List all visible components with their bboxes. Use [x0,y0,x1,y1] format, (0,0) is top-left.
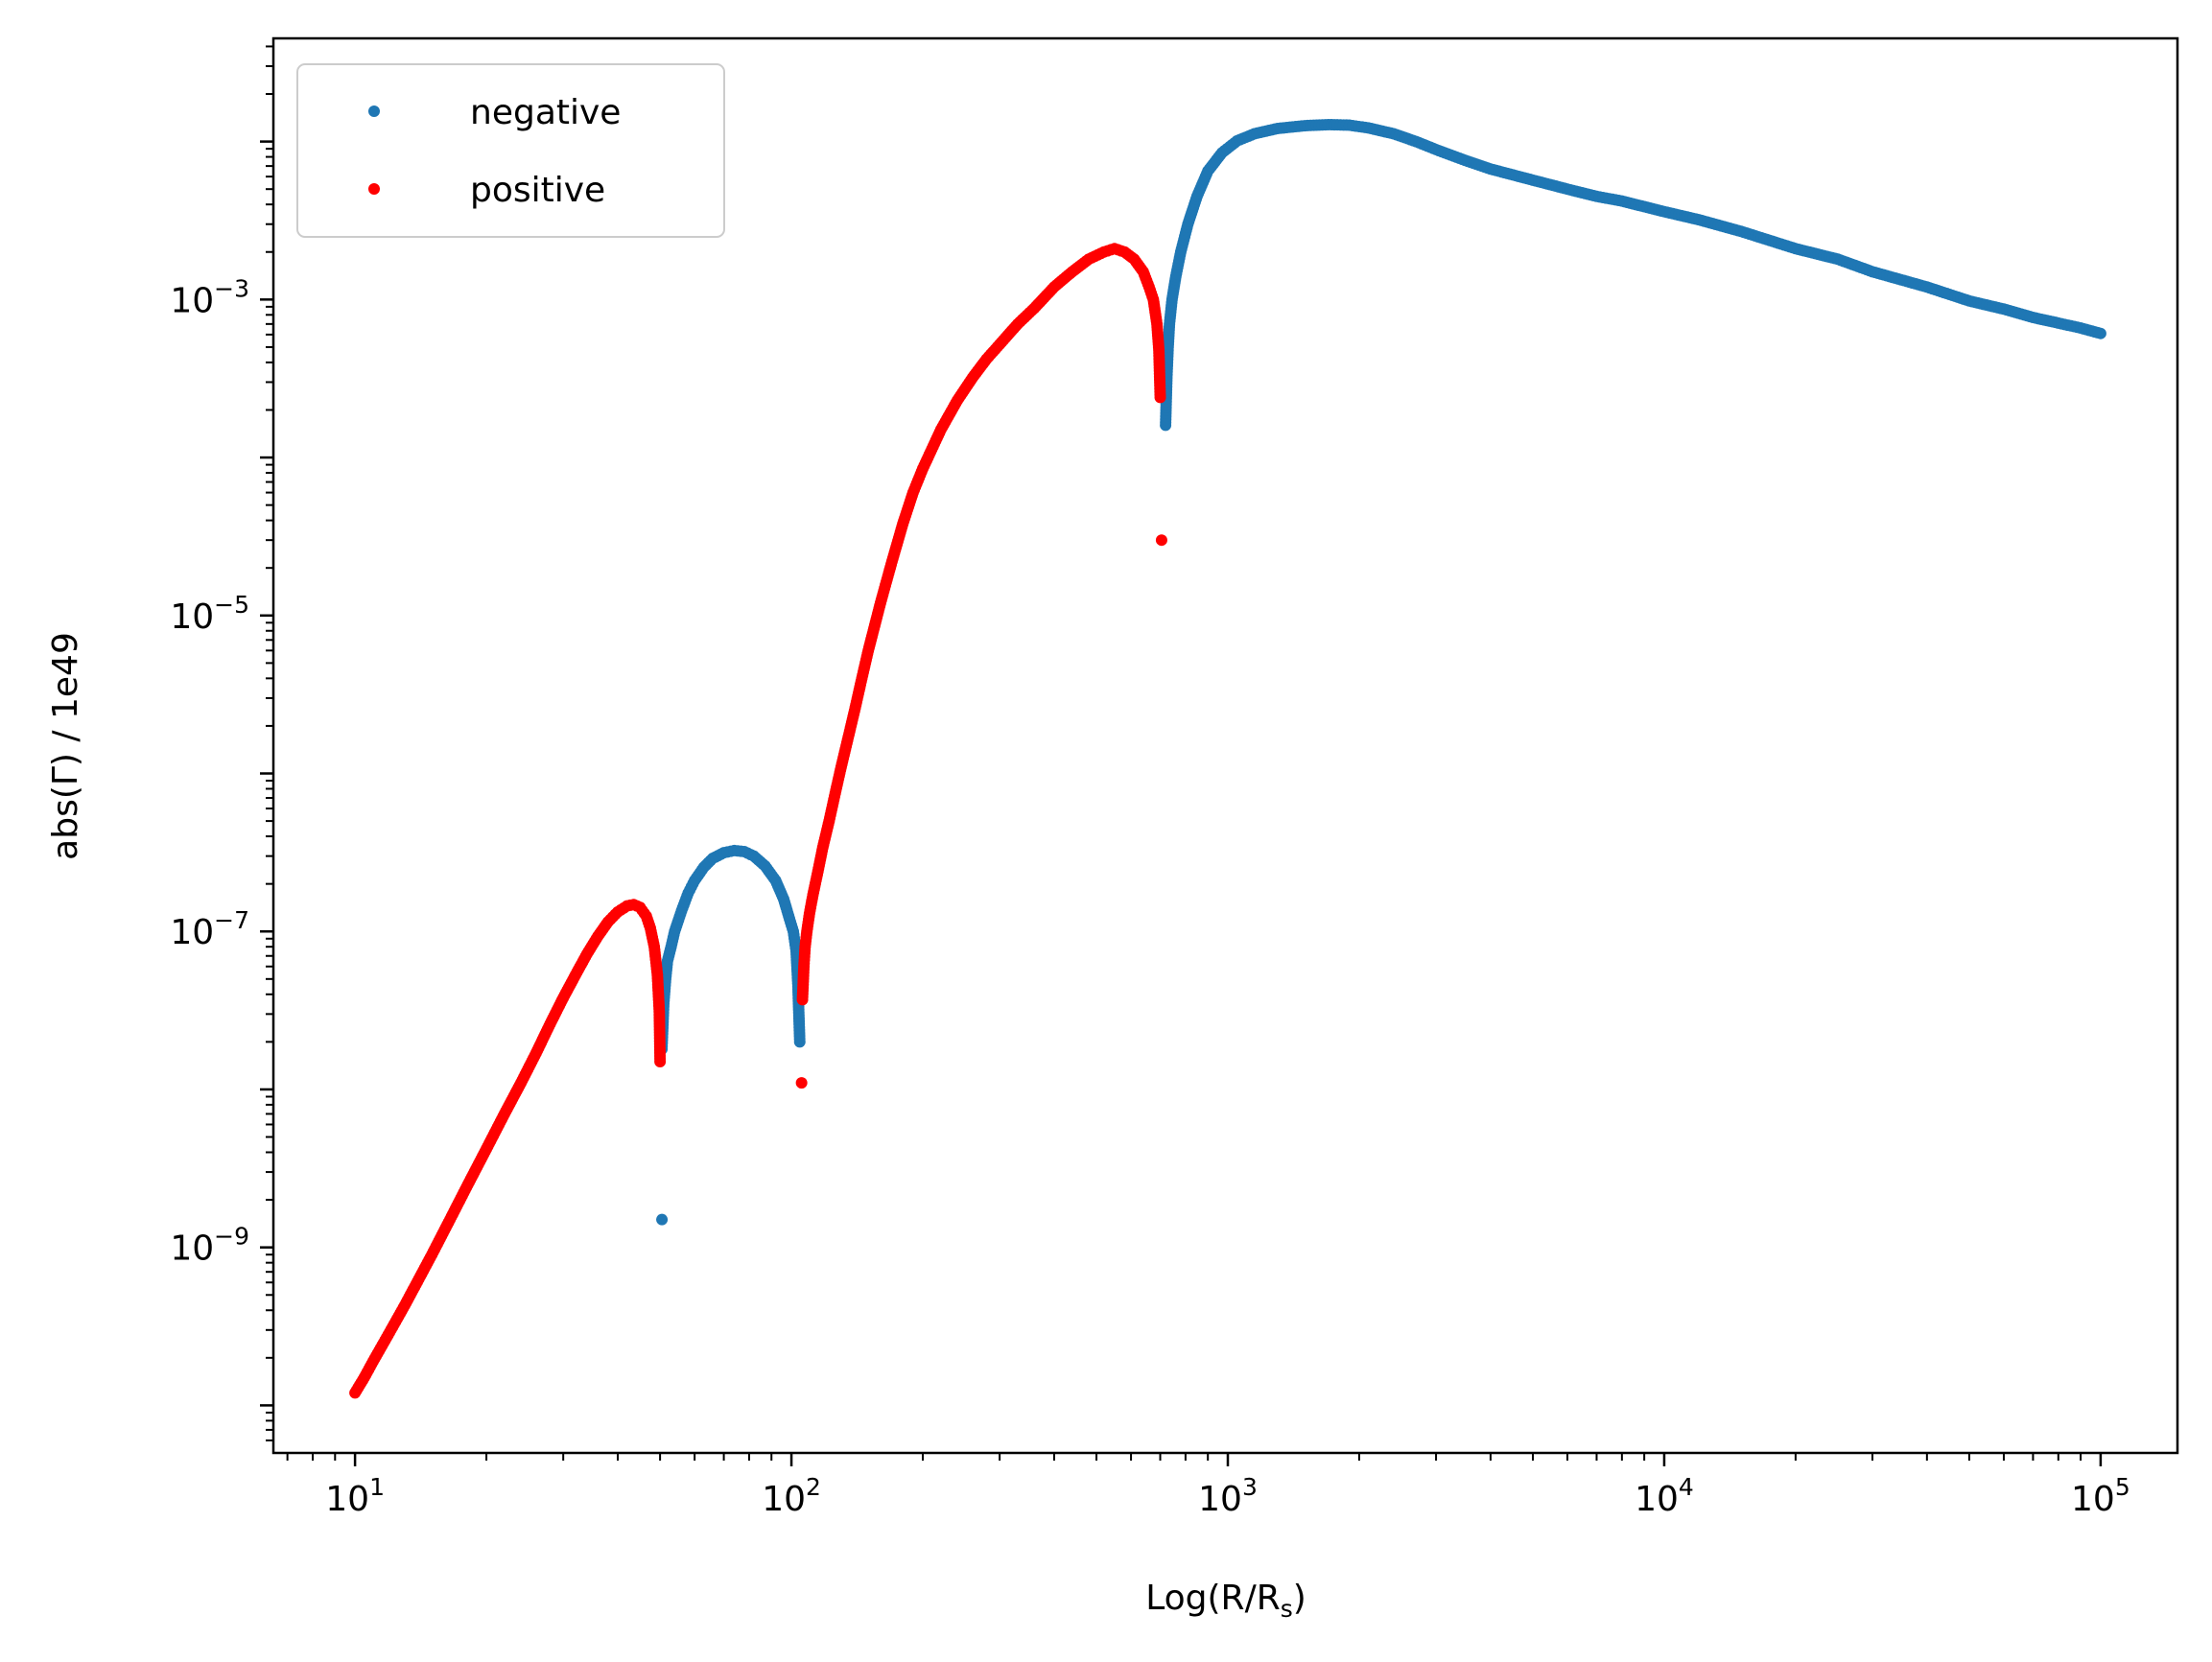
positive-data-point [654,1055,667,1067]
legend-box [296,63,725,238]
x-tick-label: 102 [762,1473,821,1519]
plot-frame [271,36,2179,1455]
negative-data-point [656,1213,669,1226]
legend-label-positive: positive [470,171,605,210]
x-tick-label: 103 [1198,1473,1258,1519]
positive-data-point [1154,391,1166,404]
y-tick-label: 10−7 [170,906,249,952]
legend-label-negative: negative [470,93,621,132]
x-axis: 101 102 103 104 105 [286,1453,2130,1519]
positive-data-point [1155,534,1167,547]
x-axis-title: Log(R/Rs) [1145,1579,1306,1623]
legend-marker-positive [368,183,380,195]
plot-area [273,38,2177,1453]
y-tick-label: 10−9 [170,1223,249,1269]
negative-data-point [2094,327,2106,339]
x-axis-title-subscript: s [1281,1595,1293,1623]
legend: negative positive [296,63,725,238]
x-tick-label: 104 [1635,1473,1694,1519]
y-tick-label: 10−5 [170,591,249,637]
legend-marker-negative [368,105,380,117]
points-layer [349,118,2106,1399]
positive-data-point [795,1077,808,1089]
negative-data-point [793,1036,806,1048]
x-tick-label: 105 [2071,1473,2130,1519]
x-tick-label: 101 [325,1473,385,1519]
y-axis: 10−9 10−7 10−5 10−3 [170,45,273,1441]
y-tick-label: 10−3 [170,274,249,320]
y-axis-title: abs(Γ) / 1e49 [46,632,85,860]
